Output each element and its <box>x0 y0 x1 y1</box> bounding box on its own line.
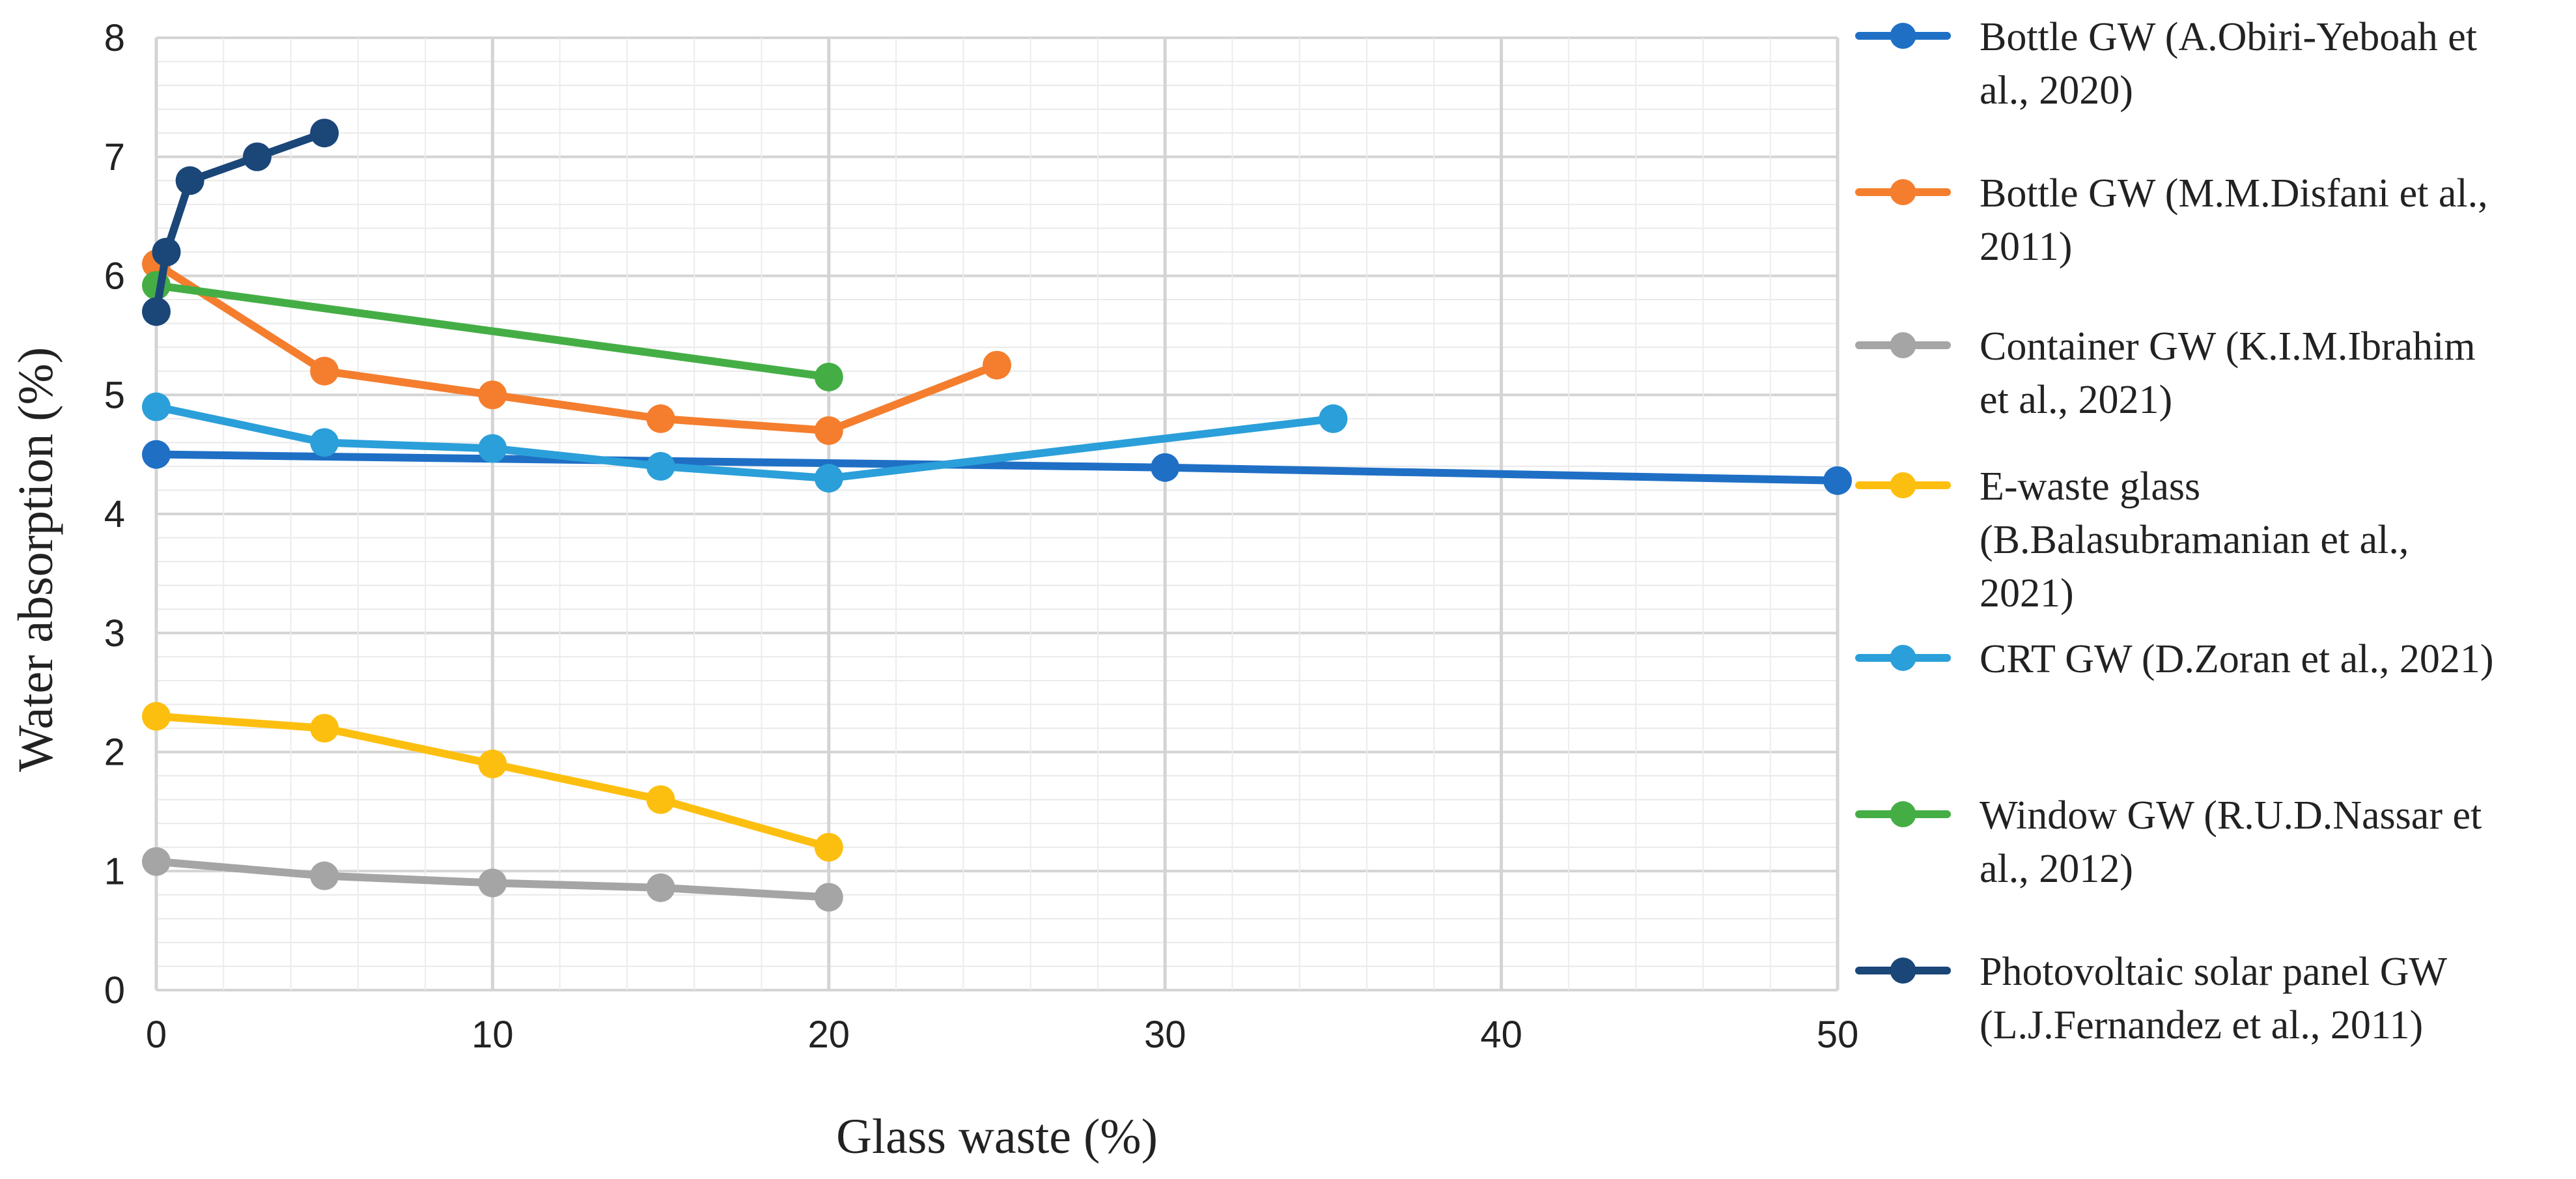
tick-labels: 0 1 2 3 4 5 6 7 8 0 10 20 30 40 50 <box>104 17 1859 1056</box>
data-point <box>142 847 171 876</box>
legend-label: (B.Balasubramanian et al., <box>1980 518 2409 562</box>
data-point <box>142 297 171 326</box>
data-point <box>142 702 171 731</box>
legend-label: 2021) <box>1980 571 2074 616</box>
legend-label: Window GW (R.U.D.Nassar et <box>1980 793 2482 838</box>
legend-label: E-waste glass <box>1980 464 2200 509</box>
y-tick-label: 2 <box>104 732 125 774</box>
y-tick-label: 6 <box>104 255 125 298</box>
x-axis-title: Glass waste (%) <box>836 1109 1158 1164</box>
data-point <box>175 166 204 195</box>
legend-entry-5: CRT GW (D.Zoran et al., 2021) <box>1855 637 2494 681</box>
data-point <box>1151 453 1180 482</box>
data-point <box>646 873 675 902</box>
data-point <box>983 350 1011 380</box>
data-point <box>310 356 339 386</box>
y-tick-label: 1 <box>104 850 125 892</box>
legend-label: CRT GW (D.Zoran et al., 2021) <box>1980 637 2494 681</box>
x-tick-label: 10 <box>471 1014 514 1056</box>
legend-label: Photovoltaic solar panel GW <box>1980 950 2447 994</box>
data-point <box>152 237 181 266</box>
data-point <box>646 451 675 481</box>
data-point <box>242 142 272 171</box>
legend-label: al., 2012) <box>1980 847 2133 891</box>
series-5 <box>142 392 1348 493</box>
legend-marker <box>1890 332 1916 358</box>
legend-entry-1: Bottle GW (A.Obiri-Yeboah et al., 2020) <box>1855 15 2477 113</box>
data-point <box>1823 466 1852 495</box>
y-tick-label: 3 <box>104 612 125 655</box>
legend-entry-3: Container GW (K.I.M.Ibrahim et al., 2021) <box>1855 324 2476 422</box>
legend-entry-7: Photovoltaic solar panel GW (L.J.Fernande… <box>1855 950 2447 1047</box>
data-point <box>478 868 507 898</box>
legend-label: Bottle GW (M.M.Disfani et al., <box>1980 171 2488 216</box>
data-point <box>814 464 843 493</box>
series-line <box>152 129 329 316</box>
legend-label: 2011) <box>1980 225 2072 269</box>
x-tick-label: 20 <box>808 1014 850 1056</box>
x-tick-label: 40 <box>1480 1014 1522 1056</box>
data-point <box>142 440 171 469</box>
data-point <box>310 119 339 148</box>
grid <box>154 36 1840 991</box>
data-point <box>310 428 339 457</box>
data-point <box>478 380 507 410</box>
legend-marker <box>1890 645 1916 671</box>
data-point <box>814 832 843 862</box>
data-point <box>310 713 339 743</box>
data-point <box>142 392 171 421</box>
y-axis-title: Water absorption (%) <box>8 347 63 772</box>
data-point <box>814 416 843 446</box>
legend-label: (L.J.Fernandez et al., 2011) <box>1980 1003 2423 1047</box>
data-point <box>814 362 843 391</box>
series-3 <box>142 847 843 912</box>
series-layer <box>142 119 1852 912</box>
legend-entry-6: Window GW (R.U.D.Nassar et al., 2012) <box>1855 793 2482 891</box>
data-point <box>814 883 843 912</box>
legend-marker <box>1890 801 1916 827</box>
y-tick-label: 7 <box>104 136 125 178</box>
legend-marker <box>1890 958 1916 984</box>
data-point <box>478 749 507 778</box>
legend-entry-4: E-waste glass (B.Balasubramanian et al., 2… <box>1855 464 2409 616</box>
data-point <box>646 404 675 433</box>
series-line <box>152 403 1337 483</box>
legend-label: Bottle GW (A.Obiri-Yeboah et <box>1980 15 2477 59</box>
data-point <box>1319 404 1348 433</box>
series-4 <box>142 702 843 862</box>
legend-label: Container GW (K.I.M.Ibrahim <box>1980 324 2476 369</box>
y-tick-label: 8 <box>104 17 125 59</box>
series-line <box>152 281 833 381</box>
x-tick-label: 30 <box>1144 1014 1186 1056</box>
series-line <box>152 260 1001 435</box>
data-point <box>646 785 675 814</box>
legend-marker <box>1890 472 1916 498</box>
legend-entry-2: Bottle GW (M.M.Disfani et al., 2011) <box>1855 171 2488 269</box>
legend-marker <box>1890 179 1916 205</box>
y-tick-label: 5 <box>104 374 125 416</box>
data-point <box>310 861 339 890</box>
legend-marker <box>1890 23 1916 49</box>
legend-label: et al., 2021) <box>1980 378 2172 422</box>
x-tick-label: 50 <box>1817 1014 1859 1056</box>
series-7 <box>142 119 339 326</box>
x-tick-label: 0 <box>146 1014 167 1056</box>
data-point <box>478 434 507 463</box>
y-tick-label: 0 <box>104 969 125 1012</box>
legend-label: al., 2020) <box>1980 68 2133 113</box>
series-2 <box>142 249 1011 446</box>
y-tick-label: 4 <box>104 493 125 535</box>
